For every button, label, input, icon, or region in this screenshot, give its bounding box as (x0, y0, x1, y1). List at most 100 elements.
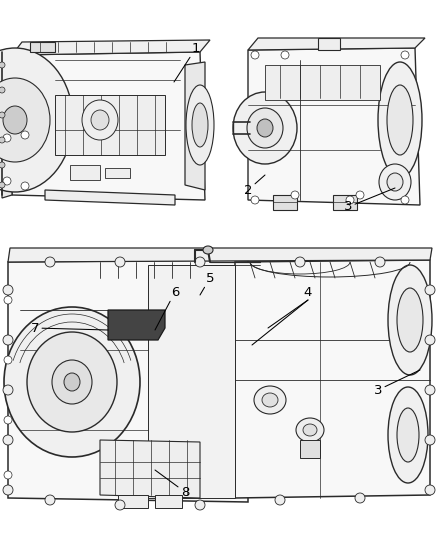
Ellipse shape (0, 62, 5, 68)
Ellipse shape (0, 112, 5, 118)
Ellipse shape (375, 257, 385, 267)
Polygon shape (235, 260, 430, 498)
Ellipse shape (195, 500, 205, 510)
Bar (55, 95, 165, 155)
Polygon shape (108, 310, 165, 340)
Ellipse shape (4, 356, 12, 364)
Ellipse shape (233, 92, 297, 164)
Polygon shape (155, 495, 182, 508)
Polygon shape (318, 38, 340, 50)
Ellipse shape (21, 182, 29, 190)
Ellipse shape (291, 191, 299, 199)
Ellipse shape (3, 385, 13, 395)
Text: 3: 3 (374, 370, 420, 397)
Ellipse shape (425, 435, 435, 445)
Ellipse shape (3, 485, 13, 495)
Polygon shape (12, 40, 210, 55)
Ellipse shape (388, 387, 428, 483)
Ellipse shape (3, 106, 27, 134)
Polygon shape (185, 62, 205, 190)
Ellipse shape (296, 418, 324, 442)
Polygon shape (300, 440, 320, 458)
Ellipse shape (3, 435, 13, 445)
Ellipse shape (378, 62, 422, 178)
Ellipse shape (281, 51, 289, 59)
Polygon shape (118, 495, 148, 508)
Ellipse shape (195, 257, 205, 267)
Ellipse shape (275, 495, 285, 505)
Ellipse shape (346, 196, 354, 204)
Ellipse shape (0, 162, 5, 168)
Text: 6: 6 (155, 286, 179, 330)
Ellipse shape (192, 103, 208, 147)
Ellipse shape (4, 416, 12, 424)
Ellipse shape (64, 373, 80, 391)
Ellipse shape (425, 385, 435, 395)
Polygon shape (148, 265, 235, 498)
Ellipse shape (4, 296, 12, 304)
Ellipse shape (425, 285, 435, 295)
Ellipse shape (82, 100, 118, 140)
Polygon shape (248, 48, 420, 205)
Polygon shape (2, 55, 12, 198)
Polygon shape (8, 248, 432, 262)
Ellipse shape (27, 332, 117, 432)
Polygon shape (105, 168, 130, 178)
Bar (265, 65, 380, 100)
Text: 7: 7 (31, 321, 108, 335)
Polygon shape (12, 52, 205, 200)
Ellipse shape (303, 424, 317, 436)
Ellipse shape (91, 110, 109, 130)
Ellipse shape (115, 257, 125, 267)
Ellipse shape (0, 78, 50, 162)
Ellipse shape (251, 51, 259, 59)
Ellipse shape (4, 307, 140, 457)
Ellipse shape (254, 386, 286, 414)
Ellipse shape (401, 196, 409, 204)
Ellipse shape (45, 257, 55, 267)
Ellipse shape (3, 335, 13, 345)
Ellipse shape (3, 285, 13, 295)
Polygon shape (70, 165, 100, 180)
Ellipse shape (387, 85, 413, 155)
Ellipse shape (52, 360, 92, 404)
Ellipse shape (0, 137, 5, 143)
Ellipse shape (397, 288, 423, 352)
Ellipse shape (186, 85, 214, 165)
Ellipse shape (356, 191, 364, 199)
Ellipse shape (401, 51, 409, 59)
Ellipse shape (257, 119, 273, 137)
Ellipse shape (3, 134, 11, 142)
Polygon shape (45, 190, 175, 205)
Ellipse shape (425, 485, 435, 495)
Ellipse shape (203, 246, 213, 254)
Polygon shape (273, 195, 297, 210)
Ellipse shape (247, 108, 283, 148)
Ellipse shape (4, 471, 12, 479)
Polygon shape (248, 38, 425, 50)
Ellipse shape (0, 182, 5, 188)
Ellipse shape (295, 257, 305, 267)
Ellipse shape (387, 173, 403, 191)
Polygon shape (30, 42, 55, 52)
Ellipse shape (0, 87, 5, 93)
Polygon shape (333, 195, 357, 210)
Ellipse shape (21, 131, 29, 139)
Ellipse shape (0, 48, 73, 192)
Polygon shape (8, 260, 248, 502)
Ellipse shape (379, 164, 411, 200)
Text: 1: 1 (174, 42, 200, 82)
Text: 2: 2 (244, 175, 265, 197)
Polygon shape (100, 440, 200, 498)
Ellipse shape (251, 196, 259, 204)
Ellipse shape (397, 408, 419, 462)
Text: 8: 8 (155, 470, 189, 498)
Ellipse shape (115, 500, 125, 510)
Text: 4: 4 (304, 286, 312, 298)
Text: 5: 5 (200, 271, 214, 295)
Ellipse shape (355, 493, 365, 503)
Ellipse shape (388, 265, 432, 375)
Ellipse shape (425, 335, 435, 345)
Ellipse shape (3, 177, 11, 185)
Ellipse shape (45, 495, 55, 505)
